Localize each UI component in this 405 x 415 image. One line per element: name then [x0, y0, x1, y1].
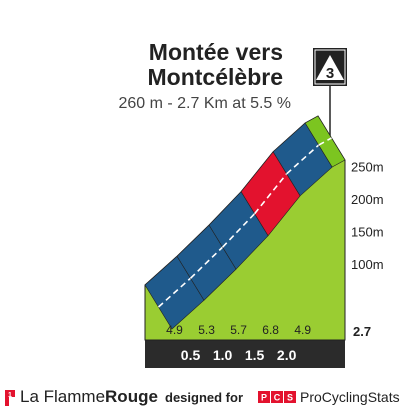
climb-title-line-1: Montée vers — [148, 39, 283, 65]
svg-text:C: C — [274, 393, 281, 403]
road-segment — [304, 115, 346, 168]
svg-text:1: 1 — [8, 392, 12, 399]
svg-text:P: P — [261, 393, 267, 403]
distance-base-bar — [145, 340, 345, 368]
pcs-name: ProCyclingStats — [300, 389, 400, 405]
footer: 1 La FlammeRouge designed for P C S ProC… — [0, 385, 405, 415]
road-centre-line — [157, 277, 192, 308]
category-number: 3 — [326, 65, 334, 82]
flamme-rouge-flag-icon: 1 — [5, 390, 15, 406]
category-triangle-icon — [316, 55, 344, 80]
category-marker: 3 — [313, 48, 347, 160]
km-label: 1.0 — [213, 347, 233, 363]
gradient-label: 4.9 — [294, 323, 311, 337]
road-centre-line — [189, 246, 224, 279]
road-centre-line — [286, 144, 320, 175]
brand-name: La FlammeRouge — [20, 387, 158, 407]
total-distance-label: 2.7 — [353, 324, 371, 339]
elevation-tick-label: 100m — [351, 257, 384, 272]
svg-text:S: S — [287, 393, 293, 403]
climb-profile-chart: 3 100m 150m 200m 250m 4.9 5.3 5.7 6.8 4.9 0.5 1.0 1… — [144, 48, 384, 368]
designed-for-label: designed for — [165, 390, 244, 405]
elevation-tick-label: 150m — [351, 225, 384, 240]
road-centre-line — [253, 173, 288, 215]
elevation-tick-label: 250m — [351, 160, 384, 175]
gradient-label: 5.7 — [230, 323, 247, 337]
gradient-label: 5.3 — [198, 323, 215, 337]
road-centre-line — [318, 137, 332, 146]
road-centre-line — [221, 213, 256, 248]
gradient-label: 4.9 — [166, 323, 183, 337]
brand-name-a: La Flamme — [20, 387, 106, 406]
pcs-logo-icon: P C S — [258, 391, 296, 403]
climb-subtitle: 260 m - 2.7 Km at 5.5 % — [118, 95, 291, 112]
km-label: 2.0 — [277, 347, 297, 363]
km-label: 0.5 — [181, 347, 201, 363]
elevation-tick-label: 200m — [351, 192, 384, 207]
brand-name-b: Rouge — [105, 387, 158, 406]
km-label: 1.5 — [245, 347, 265, 363]
climb-title-line-2: Montcélèbre — [147, 64, 283, 90]
gradient-label: 6.8 — [262, 323, 279, 337]
